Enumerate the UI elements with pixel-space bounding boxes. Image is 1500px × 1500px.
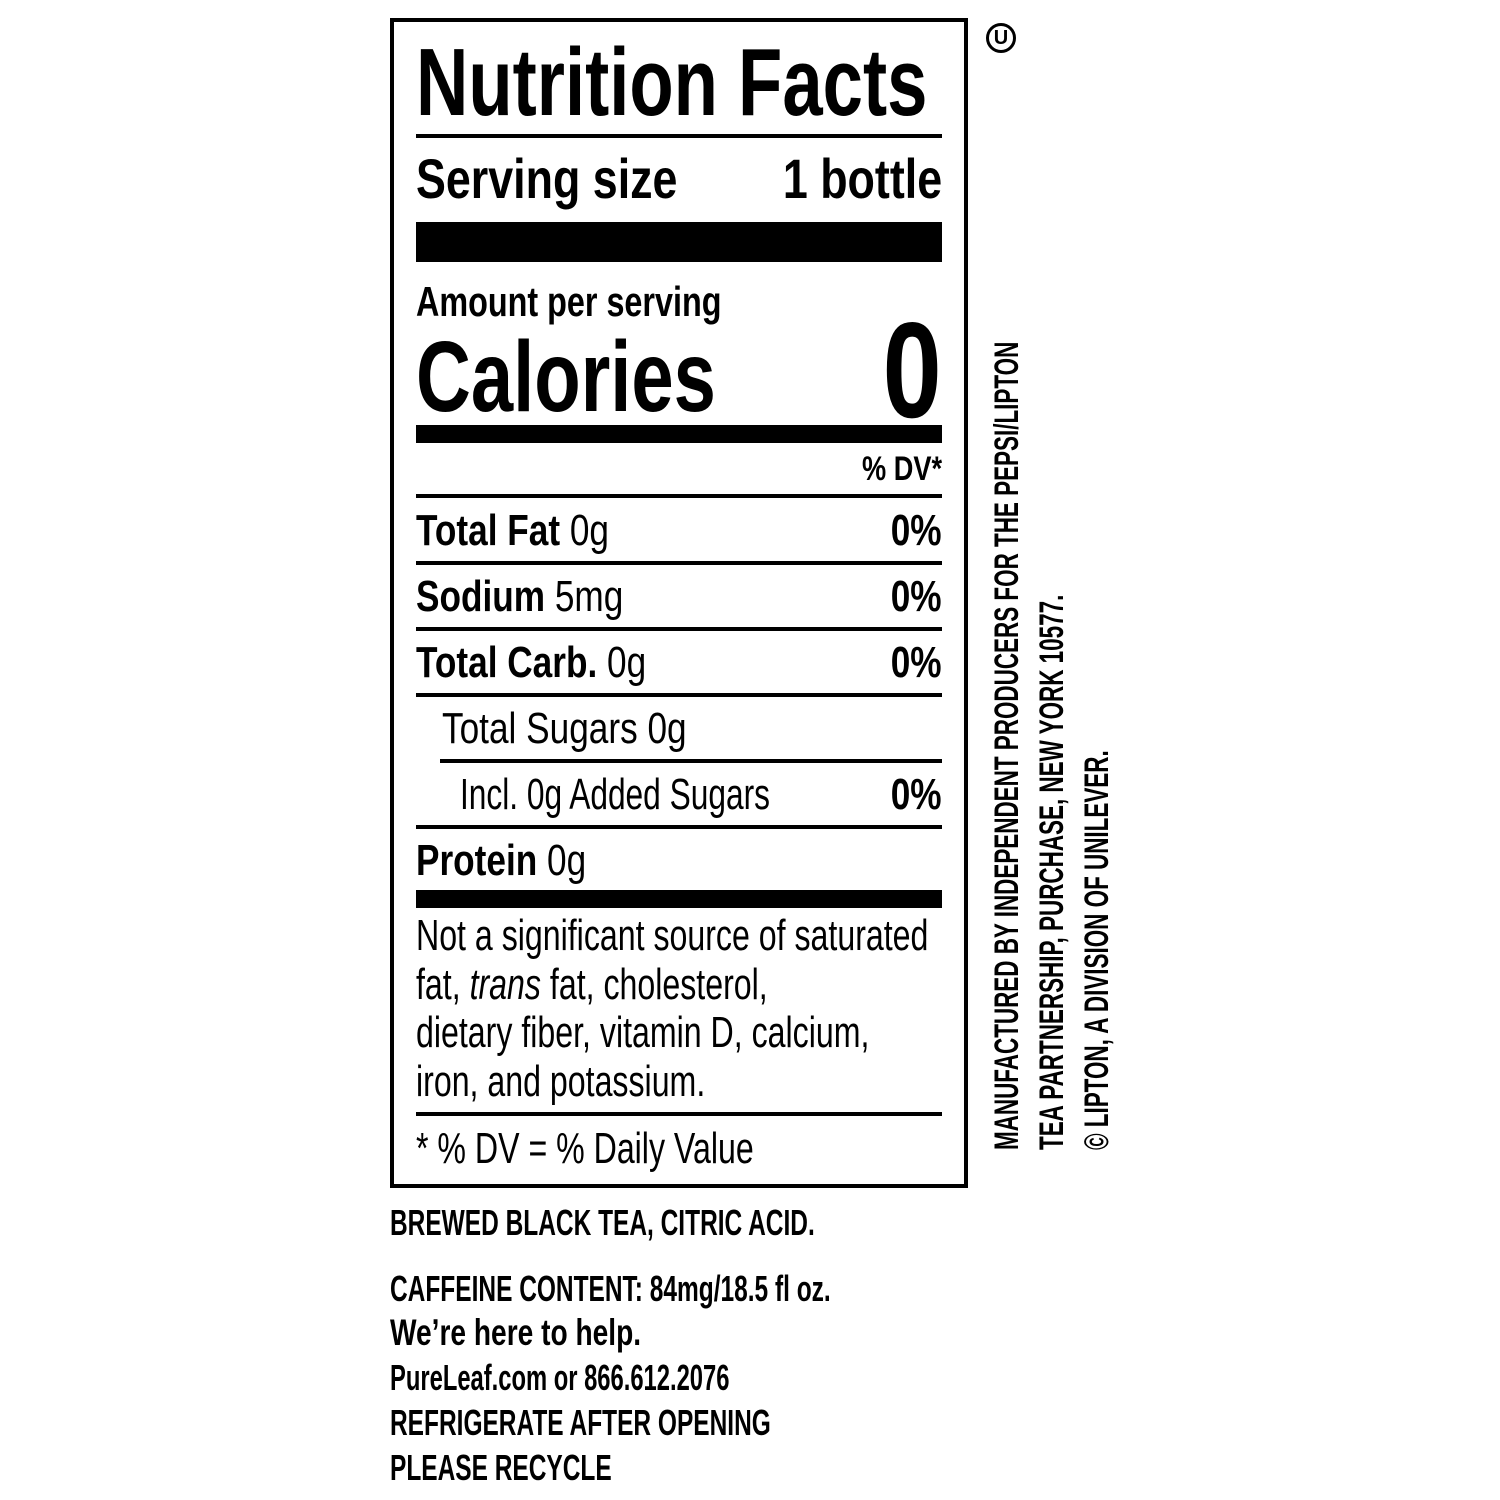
nutrient-row-added-sugars: Incl. 0g Added Sugars [460,770,770,819]
manufacturer-line: TEA PARTNERSHIP, PURCHASE, NEW YORK 1057… [1033,594,1071,1150]
divider [416,1112,942,1116]
amount-per-serving: Amount per serving [416,278,722,325]
nutrient-dv: 0% [891,770,942,819]
nutrient-row-total-sugars: Total Sugars 0g [442,704,687,753]
divider [416,825,942,829]
recycle-note: PLEASE RECYCLE [390,1447,612,1488]
calories-label: Calories [416,321,716,433]
divider [440,759,942,763]
refrigerate-note: REFRIGERATE AFTER OPENING [390,1402,771,1443]
footnote: Not a significant source of saturated fa… [416,911,929,1106]
footnote-line: dietary fiber, vitamin D, calcium, [416,1008,870,1057]
divider [416,561,942,565]
nutrient-row-total-carb: Total Carb. 0g [416,638,646,688]
manufacturer-info: MANUFACTURED BY INDEPENDENT PRODUCERS FO… [985,0,1120,1150]
footnote-line: Not a significant source of saturated [416,911,929,960]
serving-size-label: Serving size [416,147,678,210]
ingredients: BREWED BLACK TEA, CITRIC ACID. [390,1202,815,1243]
dv-note: * % DV = % Daily Value [416,1124,754,1173]
thick-divider [416,222,942,262]
nutrition-facts-panel [390,18,968,1188]
manufacturer-line: © LIPTON, A DIVISION OF UNILEVER. [1078,750,1116,1150]
footnote-text: fat, [416,959,470,1009]
dv-header: % DV* [861,450,942,488]
nutrient-label: Sodium [416,572,546,621]
nutrient-label: Protein [416,836,538,885]
footnote-line: fat, trans fat, cholesterol, [416,959,928,1010]
divider [416,134,942,138]
divider [416,627,942,631]
contact-info[interactable]: PureLeaf.com or 866.612.2076 [390,1357,730,1398]
nutrient-dv: 0% [891,572,942,621]
kosher-u-symbol: U [986,23,1016,53]
serving-size-value: 1 bottle [782,147,942,210]
nutrient-row-total-fat: Total Fat 0g [416,506,609,556]
nutrient-label: Total Carb. [416,638,598,687]
nutrient-label: Total Fat [416,506,561,555]
divider [416,693,942,697]
help-heading: We’re here to help. [390,1312,642,1353]
medium-divider [416,425,942,443]
nutrient-amount: 0g [547,836,587,885]
nutrient-row-protein: Protein 0g [416,836,586,886]
manufacturer-line: MANUFACTURED BY INDEPENDENT PRODUCERS FO… [988,341,1026,1150]
nutrient-amount: 0g [569,506,609,555]
nutrient-dv: 0% [891,506,942,555]
nutrient-row-sodium: Sodium 5mg [416,572,623,622]
calories-value: 0 [883,294,942,446]
caffeine-content: CAFFEINE CONTENT: 84mg/18.5 fl oz. [390,1268,831,1309]
divider [416,494,942,498]
nutrient-amount: 0g [607,638,647,687]
nutrition-facts-title: Nutrition Facts [416,29,928,136]
footnote-line: iron, and potassium. [416,1056,706,1106]
footnote-italic: trans [469,959,541,1009]
nutrient-amount: 5mg [554,572,624,621]
medium-divider [416,890,942,908]
footnote-text: fat, cholesterol, [540,959,768,1009]
nutrient-dv: 0% [891,638,942,687]
